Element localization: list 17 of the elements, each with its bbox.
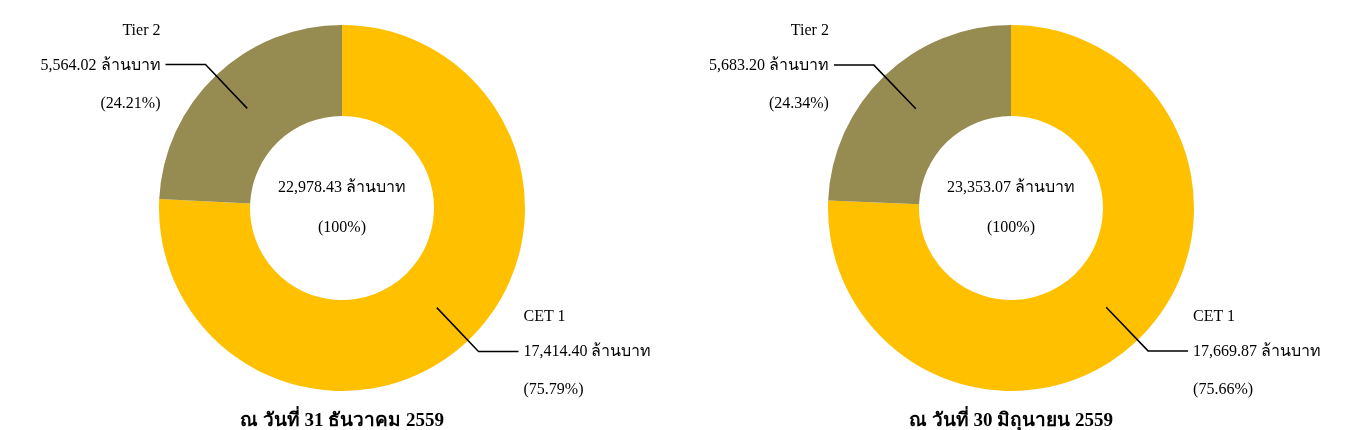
donut-slice [159,25,342,204]
slice-label: CET 1 [1193,306,1236,324]
slice-label: Tier 2 [122,20,161,38]
donut-slice [159,25,525,391]
text: 17,414.40 ล้านบาท (75.79%) [523,342,652,398]
text: ณ วันที่ 31 ธันวาคม 2559 [240,406,444,430]
donut-slice [828,25,1194,391]
text: 22,978.43 ล้านบาท [278,178,406,195]
slice-label: Tier 2 [790,21,829,39]
text: 5,564.02 ล้านบาท (24.21%) [40,55,161,111]
text: (100%) [318,218,366,236]
donut-slice [828,25,1011,205]
text: (100%) [987,218,1035,236]
text: 5,683.20 ล้านบาท (24.34%) [708,56,829,112]
text: 17,669.87 ล้านบาท (75.66%) [1193,341,1322,397]
slice-label: CET 1 [523,307,566,325]
text: 23,353.07 ล้านบาท [947,178,1075,195]
